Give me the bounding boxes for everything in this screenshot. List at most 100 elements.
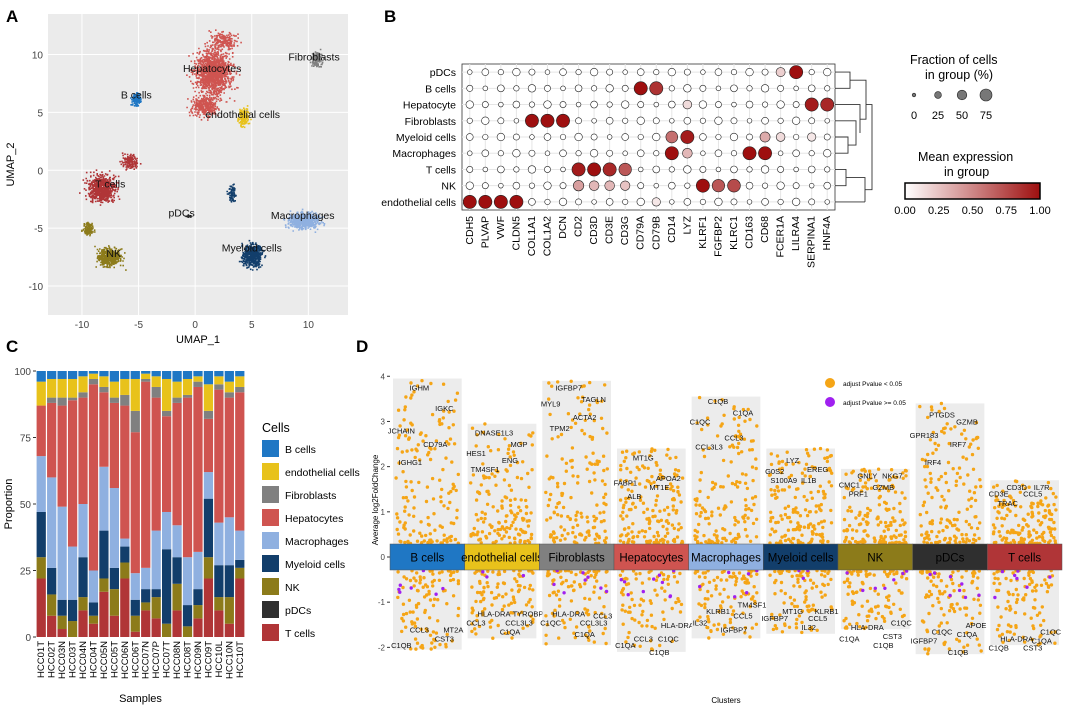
bar-legend-swatch: [262, 624, 279, 641]
dotplot-dot: [621, 84, 629, 92]
dotplot-dot: [575, 150, 582, 157]
dotplot-dot: [528, 68, 536, 76]
panel-label-d: D: [356, 337, 368, 356]
de-gene-label: ENG: [502, 456, 518, 465]
dotplot-dot: [680, 130, 695, 144]
dotplot-dot: [622, 69, 628, 75]
de-points-significant: [469, 422, 535, 640]
de-ytick-label: 0: [381, 553, 386, 562]
dotplot-dot: [466, 84, 474, 92]
de-gene-label: IGFBP7: [761, 614, 788, 623]
de-legend-dot: [825, 378, 835, 388]
color-legend-tick: 0.50: [962, 205, 983, 217]
umap-y-axis-title: UMAP_2: [5, 142, 17, 186]
dotplot-dot: [482, 85, 489, 92]
umap-cluster-label-macrophages: Macrophages: [271, 210, 335, 222]
dotplot-gene-label: DCN: [557, 216, 569, 239]
dotplot-gene-label: HNF4A: [821, 216, 833, 250]
bar-legend-label: Fibroblasts: [285, 490, 336, 502]
dotplot-dot: [618, 162, 632, 177]
dotplot-dot: [481, 182, 489, 190]
dotplot-dot: [823, 149, 832, 158]
dotplot-dot: [543, 181, 552, 190]
dotplot-dot: [777, 198, 784, 205]
bar-segment-t-cells: [193, 618, 203, 637]
dotplot-dot: [590, 68, 599, 77]
dotplot-dot: [745, 68, 754, 77]
dotplot-dot: [824, 166, 831, 173]
de-gene-label: CCL3: [593, 612, 612, 621]
bar-segment-nk: [151, 597, 161, 619]
bar-segment-myeloid-cells: [235, 559, 245, 568]
bar-sample-label: HCC09N: [193, 641, 204, 679]
dotplot-gene-label: CD79A: [635, 216, 647, 250]
dotplot-dot: [529, 134, 535, 140]
dotplot-dot: [746, 85, 753, 92]
bar-sample-label: HCC07T: [162, 641, 173, 678]
bar-segment-macrophages: [172, 525, 182, 558]
de-cluster-name: endothelial cells: [461, 553, 543, 565]
de-gene-label: C1QB: [948, 648, 968, 657]
dotplot-dot: [497, 150, 504, 157]
umap-points: [186, 41, 241, 103]
bar-segment-hepatocytes: [162, 416, 172, 512]
bar-segment-b-cells: [109, 371, 119, 382]
dotplot-dot: [543, 133, 552, 141]
dotplot-dot: [574, 132, 583, 142]
bar-segment-macrophages: [57, 506, 67, 600]
dotplot-dot: [682, 99, 693, 110]
size-legend-dot: [934, 91, 942, 99]
dotplot-gene-label: LYZ: [681, 215, 693, 234]
de-ytick-label: 1: [381, 508, 386, 517]
bar-segment-b-cells: [224, 371, 234, 382]
de-points-significant: [544, 379, 609, 646]
bar-segment-t-cells: [214, 610, 224, 637]
dotplot-dot: [544, 150, 551, 156]
bar-segment-endothelial-cells: [109, 381, 119, 398]
dotplot-dot: [682, 148, 693, 159]
umap-cluster-label-nk: NK: [106, 248, 121, 260]
de-gene-label: C1QB: [391, 641, 411, 650]
bar-segment-macrophages: [88, 570, 99, 603]
umap-ytick-label: 5: [37, 108, 43, 119]
dotplot-dot: [466, 133, 474, 141]
bar-segment-fibroblasts: [120, 394, 130, 406]
de-cluster-name: pDCs: [936, 553, 965, 565]
de-gene-label: NKG7: [882, 472, 902, 481]
bar-segment-myeloid-cells: [99, 530, 109, 579]
de-gene-label: IGFBP7: [721, 625, 748, 634]
dotplot-dot: [730, 84, 738, 93]
de-points-significant: [394, 379, 461, 651]
bar-segment-fibroblasts: [109, 397, 119, 403]
bar-segment-hepatocytes: [57, 405, 67, 507]
de-cluster-band: [389, 543, 465, 571]
bar-segment-fibroblasts: [141, 378, 151, 382]
bar-segment-b-cells: [57, 371, 67, 379]
de-gene-label: CCL3: [724, 433, 743, 442]
dotplot-dot: [667, 68, 676, 77]
dotplot-dot: [512, 68, 521, 77]
de-ytick-label: -1: [378, 598, 386, 607]
bar-segment-endothelial-cells: [193, 376, 203, 382]
de-gene-label: C1QB: [988, 643, 1008, 652]
bar-sample-label: HCC10L: [214, 641, 225, 677]
dotplot-dot: [497, 69, 504, 76]
dotplot-dot: [715, 101, 722, 108]
bar-ytick-label: 50: [20, 500, 32, 511]
umap-cluster-hepatocytes: [186, 29, 242, 121]
bar-legend-swatch: [262, 486, 279, 503]
dotplot-dot: [727, 178, 741, 193]
dotplot-dot: [792, 149, 800, 157]
dotplot-dot: [668, 181, 676, 190]
dotplot-dot: [573, 180, 585, 192]
dotplot-dot: [731, 101, 737, 108]
dotplot-dot: [604, 180, 615, 191]
de-gene-label: ACTA2: [573, 413, 597, 422]
dotplot-dot: [482, 133, 489, 141]
dotplot-dot: [620, 180, 631, 191]
bar-segment-t-cells: [109, 615, 119, 637]
dotplot-dot: [699, 133, 707, 141]
de-gene-label: IL32: [801, 623, 816, 632]
